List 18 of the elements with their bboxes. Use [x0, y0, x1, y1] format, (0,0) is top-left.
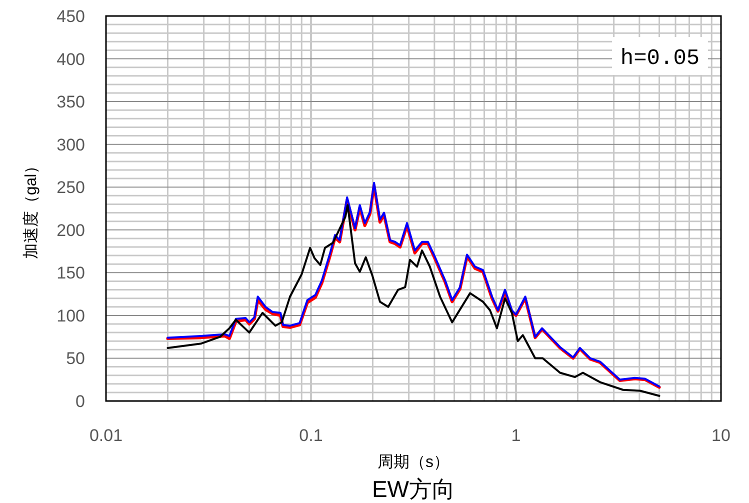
x-tick-label: 10: [712, 426, 730, 445]
y-tick-label: 150: [56, 264, 85, 283]
x-tick-label: 0.1: [299, 426, 323, 445]
y-tick-label: 300: [56, 135, 85, 154]
y-tick-label: 250: [56, 178, 85, 198]
x-axis-title: 周期（s）: [378, 453, 450, 471]
annotation: h=0.05: [620, 46, 700, 71]
y-tick-label: 400: [56, 50, 85, 69]
y-tick-label: 450: [56, 7, 85, 26]
x-tick-label: 1: [511, 426, 521, 445]
y-tick-label: 100: [56, 306, 85, 326]
x-tick-label: 0.01: [89, 426, 123, 445]
y-tick-label: 0: [76, 392, 85, 411]
text: EW方向: [372, 476, 456, 502]
y-axis-title: 加速度（gal）: [22, 158, 40, 260]
y-tick-label: 200: [56, 220, 85, 240]
y-tick-label: 50: [66, 349, 85, 368]
y-tick-label: 350: [56, 92, 85, 112]
